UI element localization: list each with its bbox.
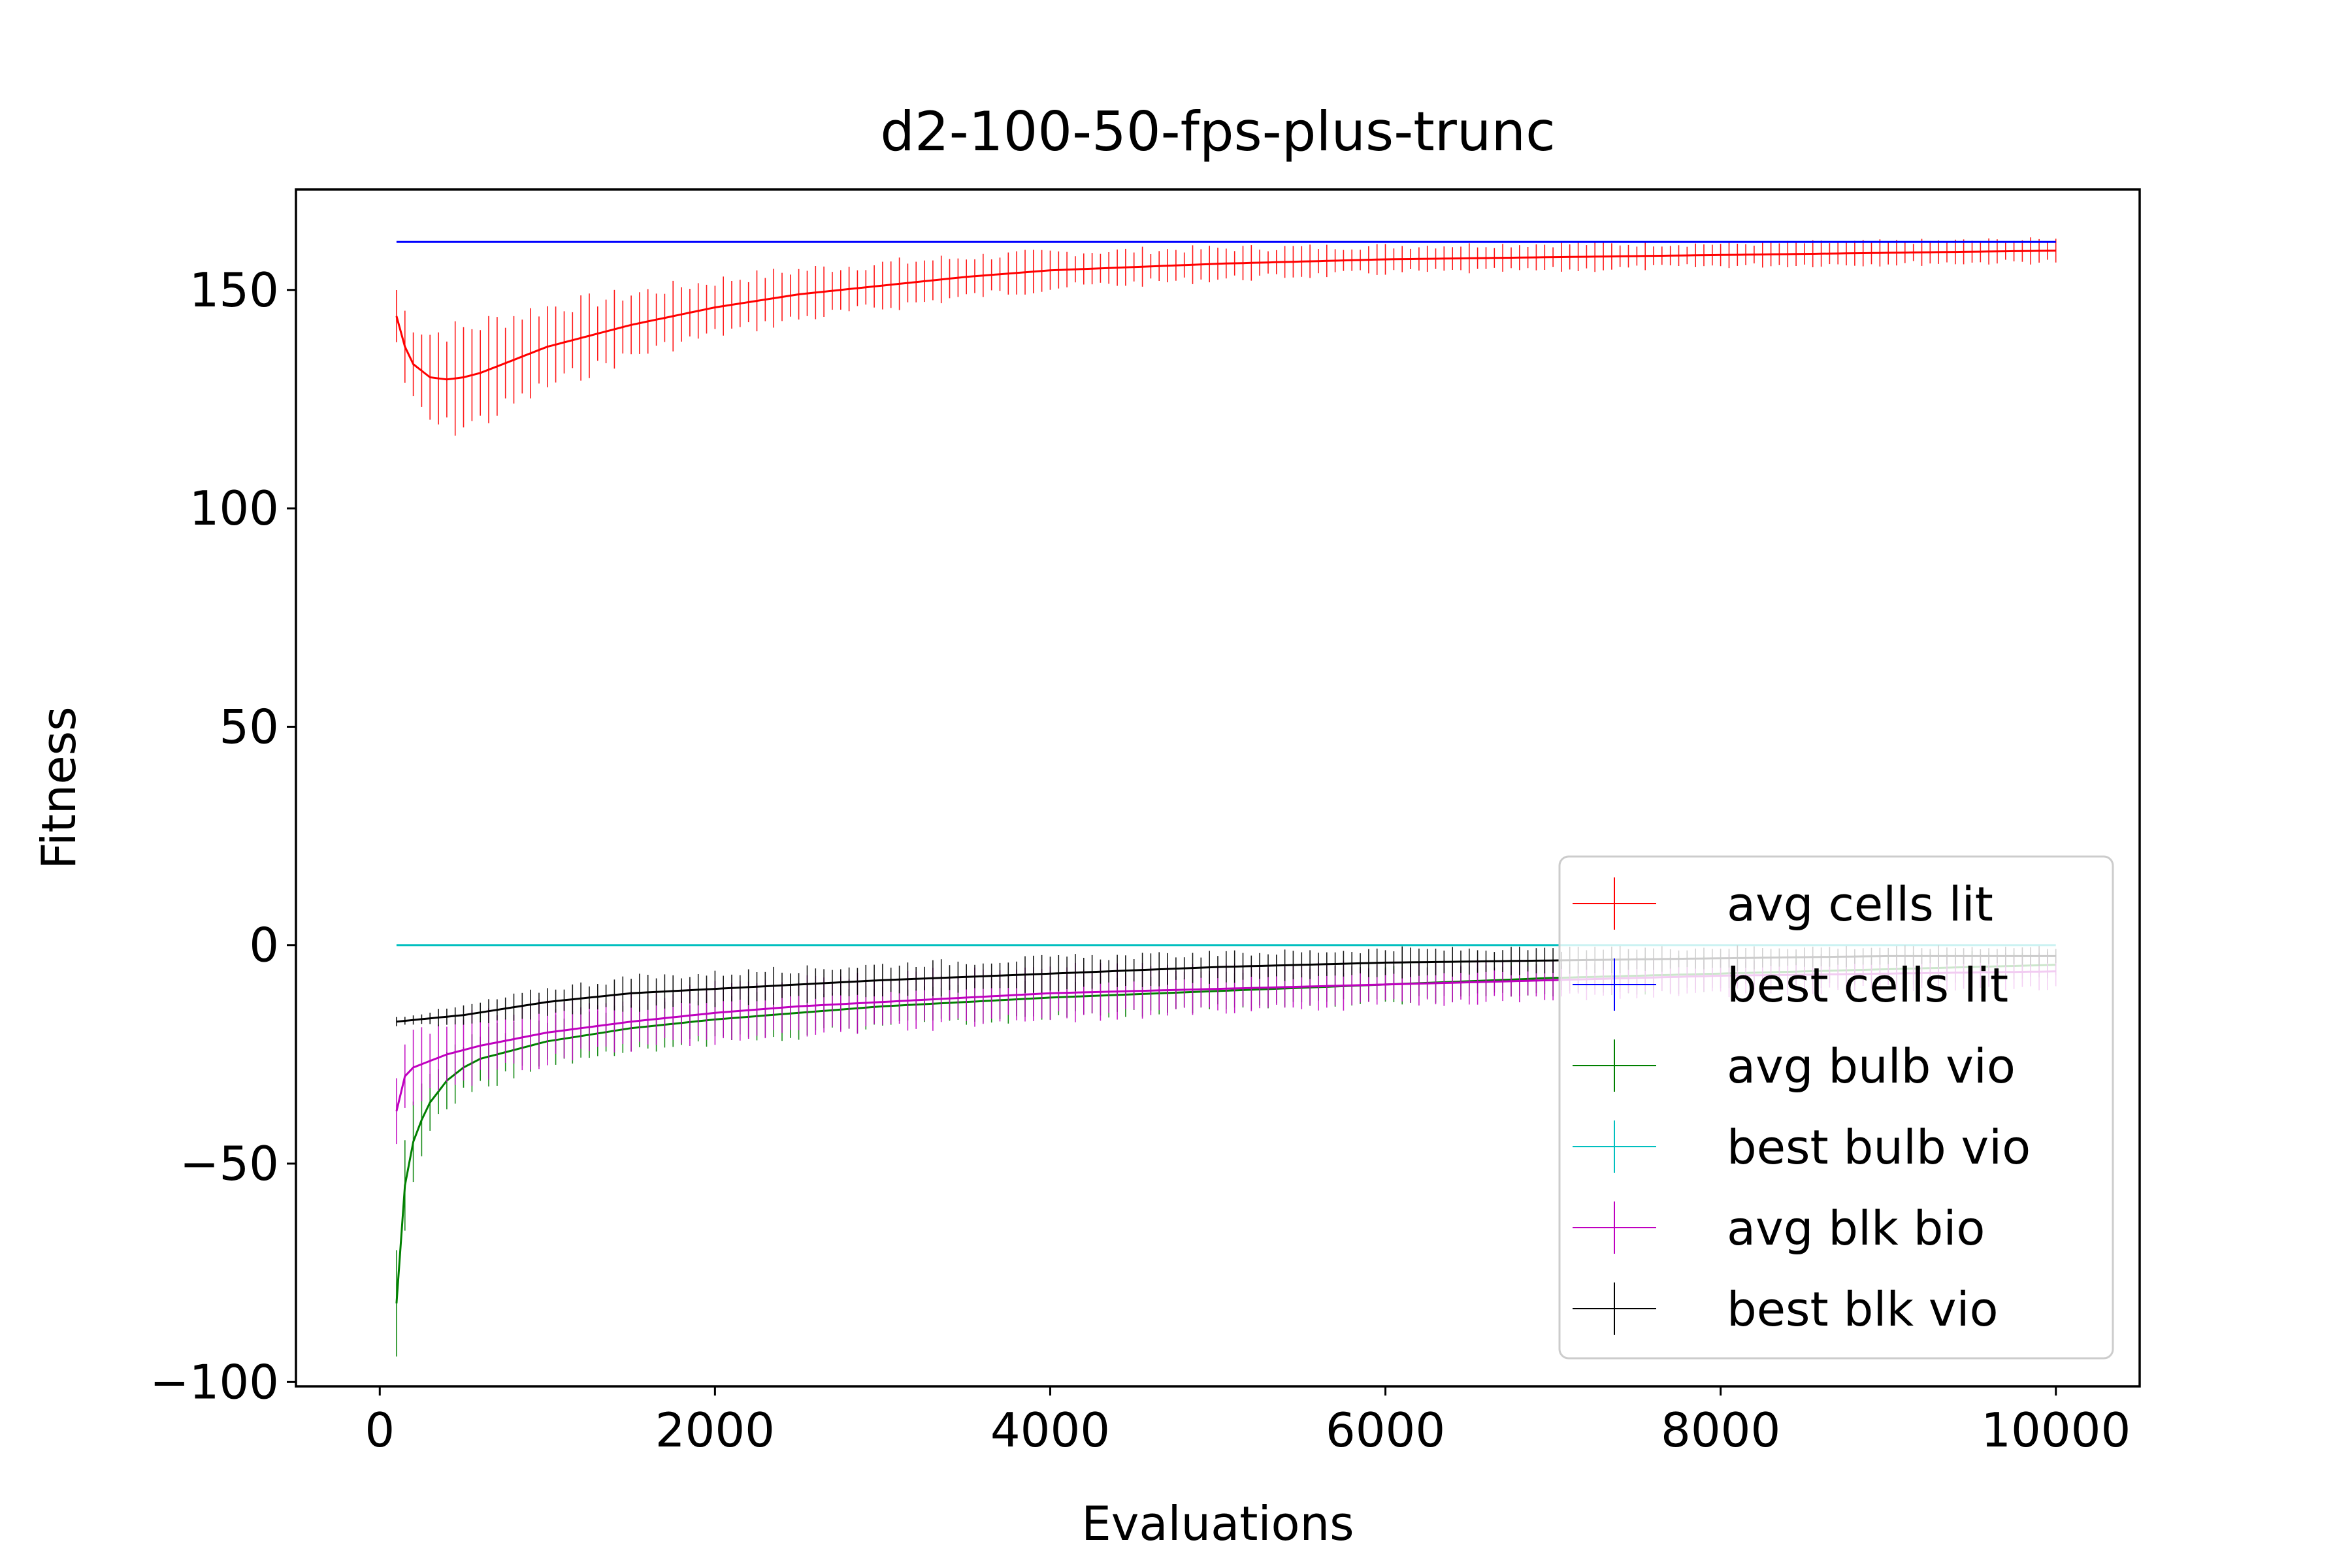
legend-label-avg-blk-bio: avg blk bio	[1727, 1201, 1985, 1256]
legend-label-avg-bulb-vio: avg bulb vio	[1727, 1039, 2016, 1094]
x-tick-label: 10000	[1981, 1403, 2131, 1458]
legend: avg cells lit best cells lit avg bulb vio b…	[1558, 855, 2114, 1360]
x-tick-label: 8000	[1661, 1403, 1780, 1458]
y-axis: −100 −50 0 50 100 150	[150, 263, 296, 1409]
x-tick-label: 4000	[990, 1403, 1110, 1458]
y-tick-label: 150	[189, 263, 279, 318]
series-line-avg-cells-lit	[395, 250, 2056, 381]
y-tick-label: 50	[219, 699, 279, 754]
y-axis-label: Fitness	[31, 706, 86, 869]
legend-label-best-cells-lit: best cells lit	[1727, 958, 2008, 1013]
series-avg-cells-lit	[395, 237, 2057, 436]
plot-frame	[295, 188, 2141, 1388]
x-axis: 0 2000 4000 6000 8000 10000	[365, 1386, 2131, 1458]
y-tick-label: 0	[249, 918, 279, 973]
y-tick-label: −50	[180, 1136, 279, 1191]
x-tick-label: 6000	[1326, 1403, 1445, 1458]
legend-frame	[1558, 855, 2114, 1360]
legend-label-best-blk-vio: best blk vio	[1727, 1282, 1999, 1337]
chart-title: d2-100-50-fps-plus-trunc	[880, 100, 1556, 163]
x-tick-label: 2000	[655, 1403, 775, 1458]
x-axis-label: Evaluations	[1081, 1496, 1354, 1551]
y-tick-label: 100	[189, 481, 279, 536]
x-tick-label: 0	[365, 1403, 395, 1458]
y-tick-label: −100	[150, 1354, 279, 1409]
legend-label-avg-cells-lit: avg cells lit	[1727, 877, 1993, 932]
legend-label-best-bulb-vio: best bulb vio	[1727, 1120, 2031, 1175]
